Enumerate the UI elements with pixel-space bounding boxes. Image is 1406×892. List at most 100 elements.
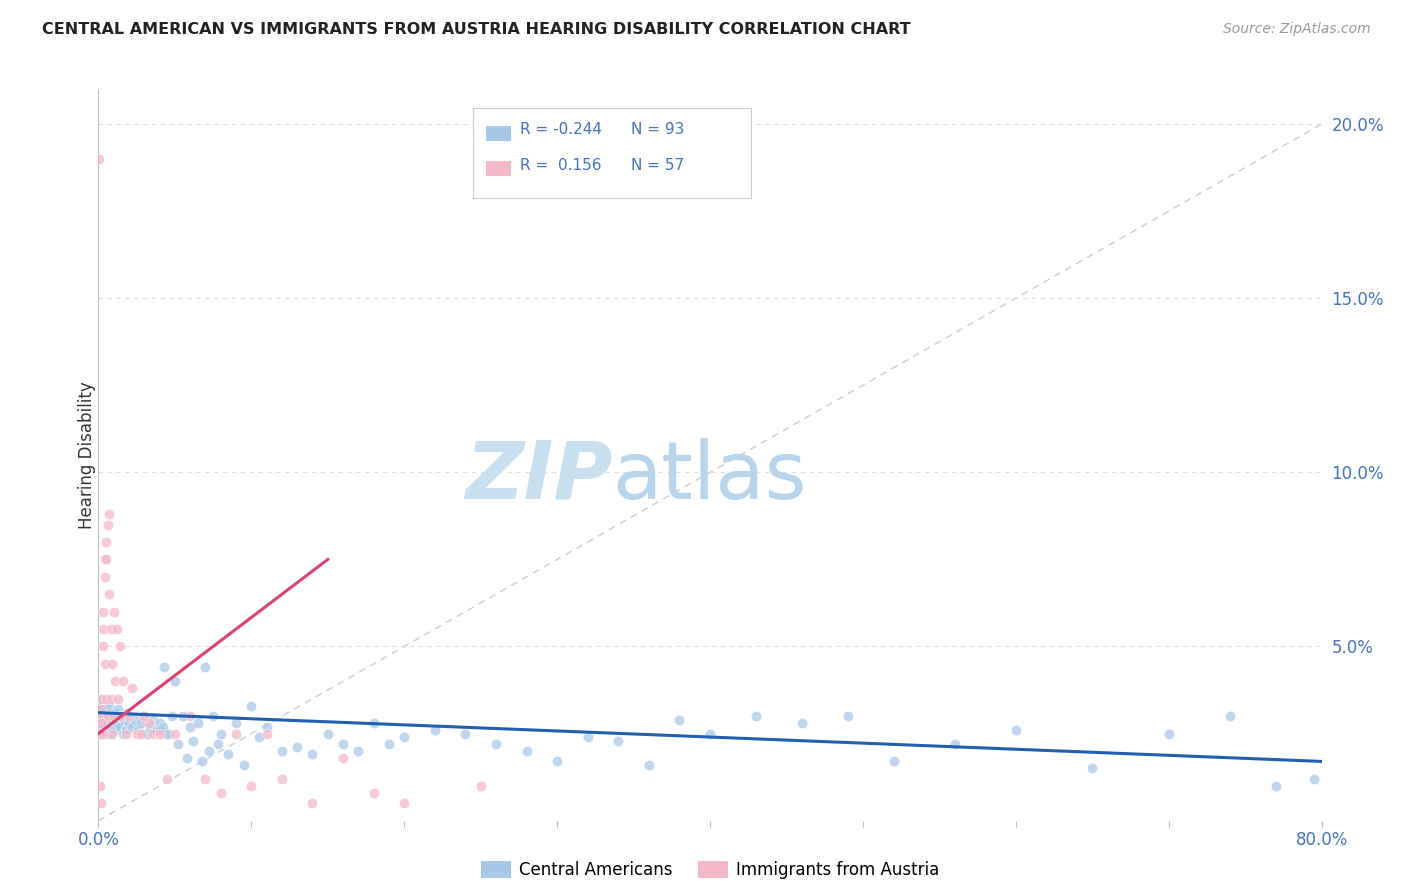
Text: N = 57: N = 57	[631, 158, 683, 173]
Point	[103, 605, 125, 619]
Point	[1264, 779, 1286, 793]
Legend: Central Americans, Immigrants from Austria: Central Americans, Immigrants from Austr…	[474, 854, 946, 886]
Point	[160, 709, 183, 723]
Point	[94, 691, 117, 706]
Point	[101, 657, 124, 671]
Point	[105, 622, 128, 636]
Point	[1219, 709, 1241, 723]
Point	[240, 779, 263, 793]
Point	[197, 744, 219, 758]
Point	[167, 737, 190, 751]
Point	[97, 716, 120, 731]
Point	[97, 709, 120, 723]
Point	[101, 713, 124, 727]
Point	[101, 726, 124, 740]
Point	[124, 713, 146, 727]
Point	[194, 660, 217, 674]
Text: Source: ZipAtlas.com: Source: ZipAtlas.com	[1223, 22, 1371, 37]
Point	[256, 720, 278, 734]
Point	[91, 622, 114, 636]
Point	[470, 779, 492, 793]
Point	[1303, 772, 1326, 786]
Point	[108, 720, 131, 734]
Point	[423, 723, 446, 737]
Point	[107, 691, 129, 706]
Point	[134, 709, 156, 723]
Point	[156, 726, 179, 740]
Point	[181, 733, 204, 747]
Point	[1157, 726, 1180, 740]
Point	[176, 751, 198, 765]
Point	[378, 737, 401, 751]
Point	[129, 716, 152, 731]
Point	[98, 698, 121, 713]
Point	[111, 674, 134, 689]
Point	[127, 723, 149, 737]
Point	[332, 751, 354, 765]
Point	[90, 716, 112, 731]
Point	[392, 730, 416, 744]
Point	[207, 737, 229, 751]
Point	[112, 713, 135, 727]
Point	[89, 779, 111, 793]
Point	[108, 640, 131, 654]
Point	[111, 726, 134, 740]
Point	[91, 720, 114, 734]
Point	[121, 681, 143, 696]
Point	[105, 716, 128, 731]
Point	[172, 709, 194, 723]
Point	[103, 709, 125, 723]
Point	[943, 737, 966, 751]
Point	[179, 709, 201, 723]
Text: CENTRAL AMERICAN VS IMMIGRANTS FROM AUSTRIA HEARING DISABILITY CORRELATION CHART: CENTRAL AMERICAN VS IMMIGRANTS FROM AUST…	[42, 22, 911, 37]
Point	[209, 726, 232, 740]
Point	[637, 758, 661, 772]
Point	[149, 726, 172, 740]
Text: N = 93: N = 93	[631, 122, 685, 137]
Point	[100, 622, 122, 636]
Point	[1081, 761, 1104, 775]
Point	[129, 726, 152, 740]
Point	[194, 772, 217, 786]
Text: R =  0.156: R = 0.156	[520, 158, 602, 173]
Point	[699, 726, 721, 740]
Point	[316, 726, 339, 740]
Point	[91, 605, 114, 619]
Text: ZIP: ZIP	[465, 438, 612, 516]
Point	[209, 786, 232, 800]
Point	[97, 709, 120, 723]
Point	[103, 709, 125, 723]
Point	[179, 720, 201, 734]
Point	[118, 716, 141, 731]
Point	[94, 552, 117, 566]
Point	[93, 570, 115, 584]
Point	[187, 716, 209, 731]
Point	[104, 674, 127, 689]
Point	[103, 723, 125, 737]
Point	[837, 709, 859, 723]
Point	[125, 726, 148, 740]
Point	[285, 740, 308, 755]
Point	[225, 716, 247, 731]
Point	[93, 552, 115, 566]
Point	[163, 674, 186, 689]
Point	[93, 657, 115, 671]
Point	[145, 723, 167, 737]
Point	[232, 758, 254, 772]
Point	[392, 796, 416, 810]
Point	[301, 796, 323, 810]
Point	[225, 726, 247, 740]
Point	[107, 702, 129, 716]
Point	[115, 723, 138, 737]
Point	[142, 713, 165, 727]
Point	[149, 723, 172, 737]
Point	[217, 747, 239, 762]
Point	[90, 691, 112, 706]
Point	[93, 713, 115, 727]
Point	[347, 744, 370, 758]
Point	[89, 709, 111, 723]
Point	[98, 726, 121, 740]
Point	[98, 507, 121, 521]
Point	[97, 517, 120, 532]
Point	[576, 730, 599, 744]
